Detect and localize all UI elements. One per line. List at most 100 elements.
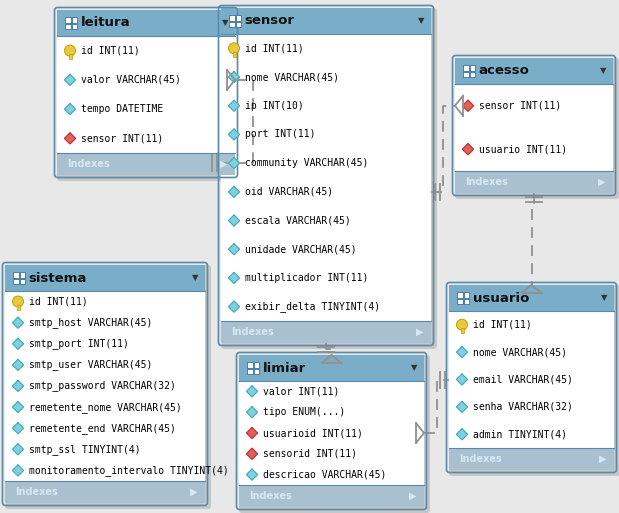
Bar — [17, 305, 20, 310]
Bar — [247, 368, 253, 374]
Text: port INT(11): port INT(11) — [245, 129, 316, 140]
Polygon shape — [64, 74, 76, 85]
FancyBboxPatch shape — [5, 265, 211, 509]
Text: smtp_user VARCHAR(45): smtp_user VARCHAR(45) — [29, 360, 152, 370]
Polygon shape — [228, 157, 240, 169]
Text: admin TINYINT(4): admin TINYINT(4) — [473, 429, 567, 439]
Polygon shape — [228, 129, 240, 140]
Polygon shape — [246, 386, 258, 397]
Bar — [13, 279, 19, 284]
FancyBboxPatch shape — [221, 8, 431, 34]
Text: monitoramento_intervalo TINYINT(4): monitoramento_intervalo TINYINT(4) — [29, 465, 229, 476]
Polygon shape — [228, 301, 240, 312]
Bar — [233, 52, 235, 57]
Text: id INT(11): id INT(11) — [29, 297, 88, 307]
Polygon shape — [246, 427, 258, 439]
Bar — [464, 292, 469, 298]
FancyBboxPatch shape — [449, 285, 614, 311]
Bar — [235, 22, 241, 27]
Bar — [72, 24, 77, 29]
Text: Indexes: Indexes — [465, 177, 508, 187]
Text: smtp_password VARCHAR(32): smtp_password VARCHAR(32) — [29, 381, 176, 391]
Bar — [57, 36, 235, 153]
Bar — [463, 71, 469, 77]
Text: nome VARCHAR(45): nome VARCHAR(45) — [245, 72, 339, 82]
Text: valor VARCHAR(45): valor VARCHAR(45) — [81, 75, 181, 85]
Text: Indexes: Indexes — [15, 487, 58, 497]
Bar — [455, 84, 613, 171]
Text: sensor INT(11): sensor INT(11) — [81, 133, 163, 143]
Bar — [5, 291, 205, 481]
Bar — [469, 71, 475, 77]
Polygon shape — [12, 444, 24, 455]
Polygon shape — [456, 429, 467, 440]
Text: sensorid INT(11): sensorid INT(11) — [263, 449, 357, 459]
Polygon shape — [246, 407, 258, 418]
Polygon shape — [228, 100, 240, 111]
Text: id INT(11): id INT(11) — [245, 44, 304, 53]
Text: senha VARCHAR(32): senha VARCHAR(32) — [473, 402, 573, 412]
Text: oid VARCHAR(45): oid VARCHAR(45) — [245, 187, 333, 197]
Polygon shape — [246, 469, 258, 480]
Text: ▼: ▼ — [222, 18, 228, 28]
Text: sensor INT(11): sensor INT(11) — [479, 101, 561, 111]
Bar — [65, 17, 71, 23]
Text: unidade VARCHAR(45): unidade VARCHAR(45) — [245, 244, 357, 254]
Bar — [464, 299, 469, 304]
Circle shape — [64, 45, 76, 56]
Text: community VARCHAR(45): community VARCHAR(45) — [245, 158, 368, 168]
FancyBboxPatch shape — [5, 265, 205, 291]
Text: smtp_host VARCHAR(45): smtp_host VARCHAR(45) — [29, 317, 152, 328]
Text: Indexes: Indexes — [231, 327, 274, 337]
Text: ▼: ▼ — [600, 67, 606, 75]
Text: valor INT(11): valor INT(11) — [263, 386, 339, 397]
Bar — [65, 24, 71, 29]
Text: Indexes: Indexes — [67, 159, 110, 169]
Text: ▼: ▼ — [192, 273, 198, 283]
Text: ▶: ▶ — [409, 491, 417, 501]
Bar — [457, 299, 462, 304]
Bar — [239, 381, 424, 485]
Polygon shape — [228, 272, 240, 284]
Bar — [254, 368, 259, 374]
Bar — [20, 272, 25, 278]
Text: tempo DATETIME: tempo DATETIME — [81, 104, 163, 114]
Bar — [13, 272, 19, 278]
Polygon shape — [228, 215, 240, 226]
Text: ▶: ▶ — [416, 327, 424, 337]
Text: tipo ENUM(...): tipo ENUM(...) — [263, 407, 345, 417]
Polygon shape — [12, 423, 24, 433]
Text: ▶: ▶ — [598, 177, 606, 187]
Polygon shape — [12, 402, 24, 412]
FancyBboxPatch shape — [221, 8, 437, 349]
Circle shape — [456, 319, 467, 330]
Text: multiplicador INT(11): multiplicador INT(11) — [245, 273, 368, 283]
Text: ▼: ▼ — [601, 293, 607, 303]
Bar — [235, 15, 241, 21]
FancyBboxPatch shape — [455, 58, 613, 84]
Text: descricao VARCHAR(45): descricao VARCHAR(45) — [263, 469, 386, 480]
Text: exibir_delta TINYINT(4): exibir_delta TINYINT(4) — [245, 301, 380, 312]
FancyBboxPatch shape — [221, 321, 431, 343]
Polygon shape — [246, 448, 258, 459]
Circle shape — [228, 43, 240, 54]
Text: Indexes: Indexes — [249, 491, 292, 501]
FancyBboxPatch shape — [455, 58, 619, 199]
Text: Indexes: Indexes — [459, 454, 502, 464]
Bar — [229, 22, 235, 27]
Bar — [469, 65, 475, 70]
Bar — [463, 65, 469, 70]
FancyBboxPatch shape — [57, 153, 235, 175]
Text: id INT(11): id INT(11) — [81, 46, 140, 55]
Polygon shape — [12, 317, 24, 328]
FancyBboxPatch shape — [449, 448, 614, 470]
FancyBboxPatch shape — [455, 171, 613, 193]
Text: sistema: sistema — [28, 271, 87, 285]
Text: remetente_nome VARCHAR(45): remetente_nome VARCHAR(45) — [29, 402, 182, 412]
FancyBboxPatch shape — [449, 285, 619, 476]
Text: ▶: ▶ — [599, 454, 607, 464]
FancyBboxPatch shape — [239, 485, 424, 507]
Polygon shape — [228, 186, 240, 198]
Text: acesso: acesso — [478, 65, 529, 77]
Bar — [247, 362, 253, 367]
